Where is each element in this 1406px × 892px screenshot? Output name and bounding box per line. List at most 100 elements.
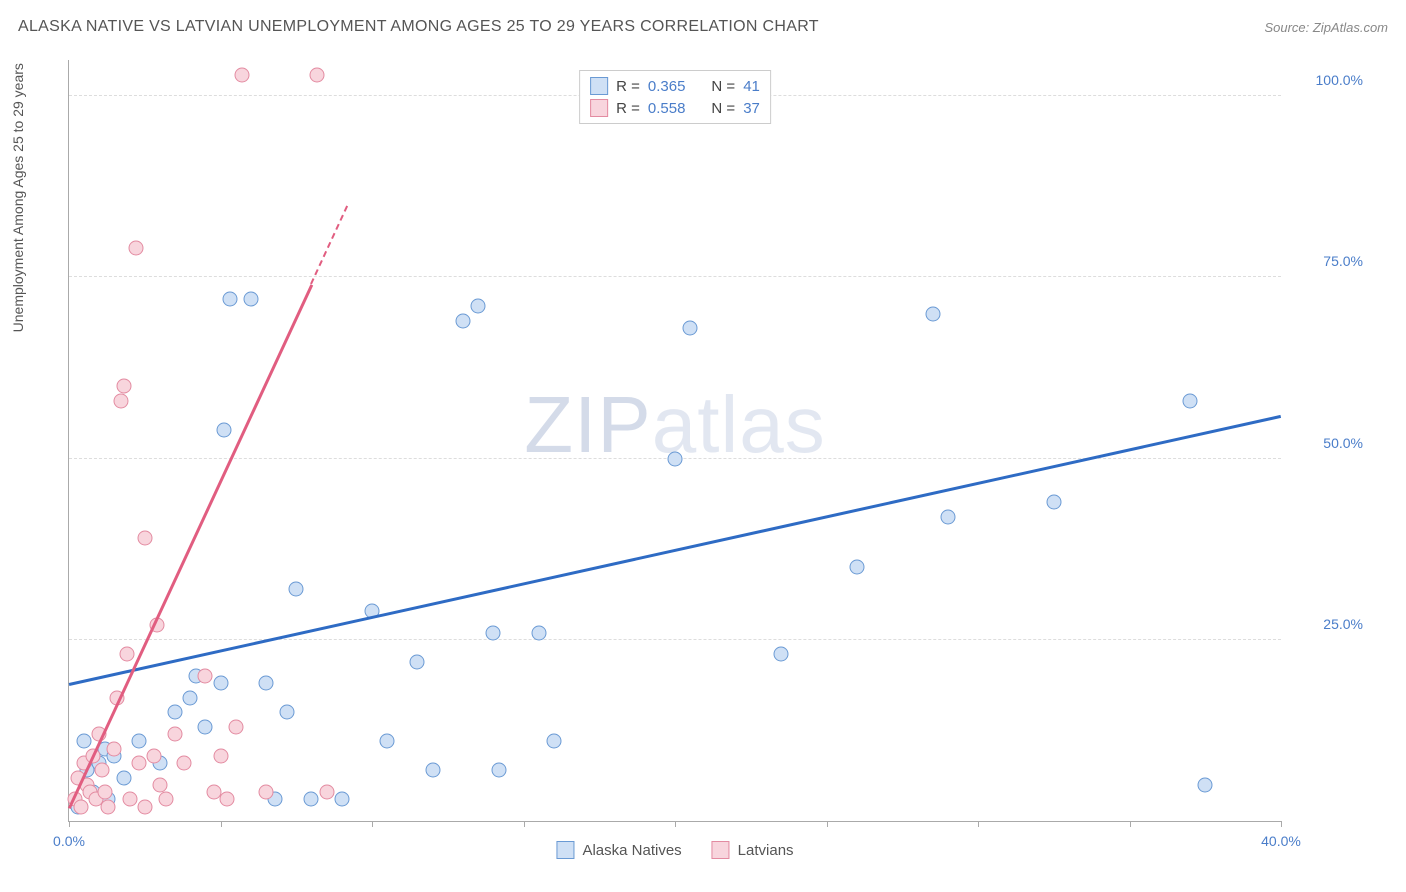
point-latvians [158, 792, 173, 807]
x-tick [372, 821, 373, 827]
point-latvians [168, 727, 183, 742]
point-latvians [219, 792, 234, 807]
point-latvians [234, 67, 249, 82]
point-latvians [119, 647, 134, 662]
point-alaska_natives [1198, 777, 1213, 792]
legend-item-alaska_natives: Alaska Natives [556, 841, 681, 859]
legend-label: Latvians [738, 842, 794, 859]
x-tick [524, 821, 525, 827]
point-latvians [107, 741, 122, 756]
point-latvians [177, 756, 192, 771]
legend-swatch [590, 77, 608, 95]
point-alaska_natives [531, 625, 546, 640]
legend-swatch [556, 841, 574, 859]
x-tick [1130, 821, 1131, 827]
point-latvians [98, 785, 113, 800]
point-alaska_natives [131, 734, 146, 749]
point-alaska_natives [849, 560, 864, 575]
gridline [69, 276, 1281, 277]
legend-stat-row-alaska_natives: R = 0.365 N = 41 [590, 75, 760, 97]
point-alaska_natives [774, 647, 789, 662]
point-latvians [101, 799, 116, 814]
legend-series: Alaska Natives Latvians [556, 841, 793, 859]
point-alaska_natives [168, 705, 183, 720]
point-latvians [95, 763, 110, 778]
point-alaska_natives [216, 422, 231, 437]
chart-container: Unemployment Among Ages 25 to 29 years Z… [50, 50, 1376, 867]
x-tick-label: 0.0% [53, 833, 85, 849]
point-alaska_natives [380, 734, 395, 749]
point-alaska_natives [1046, 495, 1061, 510]
point-alaska_natives [258, 676, 273, 691]
point-alaska_natives [183, 690, 198, 705]
point-latvians [146, 748, 161, 763]
y-tick-label: 100.0% [1293, 72, 1363, 88]
point-latvians [131, 756, 146, 771]
point-alaska_natives [213, 676, 228, 691]
point-alaska_natives [243, 292, 258, 307]
stat-r-label: R = [616, 100, 640, 117]
stat-n-value: 41 [743, 78, 760, 95]
y-axis-label: Unemployment Among Ages 25 to 29 years [10, 63, 26, 332]
x-tick-label: 40.0% [1261, 833, 1301, 849]
stat-r-value: 0.558 [648, 100, 686, 117]
point-latvians [74, 799, 89, 814]
y-tick-label: 50.0% [1293, 435, 1363, 451]
chart-title: ALASKA NATIVE VS LATVIAN UNEMPLOYMENT AM… [18, 18, 819, 36]
point-alaska_natives [1183, 393, 1198, 408]
x-tick [978, 821, 979, 827]
stat-r-label: R = [616, 78, 640, 95]
x-tick [221, 821, 222, 827]
point-latvians [122, 792, 137, 807]
point-latvians [116, 379, 131, 394]
point-alaska_natives [546, 734, 561, 749]
point-latvians [319, 785, 334, 800]
point-alaska_natives [198, 719, 213, 734]
stat-n-value: 37 [743, 100, 760, 117]
trend-line-latvians [68, 284, 313, 808]
point-latvians [228, 719, 243, 734]
source-attribution: Source: ZipAtlas.com [1264, 20, 1388, 35]
x-tick [69, 821, 70, 827]
point-latvians [198, 669, 213, 684]
point-alaska_natives [116, 770, 131, 785]
point-alaska_natives [304, 792, 319, 807]
point-latvians [137, 799, 152, 814]
point-alaska_natives [486, 625, 501, 640]
point-latvians [137, 531, 152, 546]
legend-item-latvians: Latvians [712, 841, 794, 859]
legend-swatch [712, 841, 730, 859]
gridline [69, 639, 1281, 640]
point-alaska_natives [77, 734, 92, 749]
x-tick [827, 821, 828, 827]
point-alaska_natives [925, 306, 940, 321]
point-alaska_natives [410, 654, 425, 669]
stat-n-label: N = [711, 100, 735, 117]
y-tick-label: 75.0% [1293, 253, 1363, 269]
point-latvians [113, 393, 128, 408]
point-alaska_natives [334, 792, 349, 807]
point-alaska_natives [289, 582, 304, 597]
stat-r-value: 0.365 [648, 78, 686, 95]
legend-label: Alaska Natives [582, 842, 681, 859]
point-alaska_natives [280, 705, 295, 720]
stat-n-label: N = [711, 78, 735, 95]
x-tick [675, 821, 676, 827]
plot-area: ZIPatlas R =0.365N =41R =0.558N =37 Alas… [68, 60, 1281, 822]
point-alaska_natives [492, 763, 507, 778]
x-tick [1281, 821, 1282, 827]
trend-line-dashed-latvians [310, 206, 348, 285]
point-alaska_natives [425, 763, 440, 778]
point-alaska_natives [455, 313, 470, 328]
point-alaska_natives [940, 509, 955, 524]
point-alaska_natives [683, 321, 698, 336]
point-alaska_natives [668, 451, 683, 466]
point-latvians [128, 241, 143, 256]
point-alaska_natives [222, 292, 237, 307]
point-latvians [152, 777, 167, 792]
legend-stats: R = 0.365 N = 41 R = 0.558 N = 37 [579, 70, 771, 124]
point-latvians [213, 748, 228, 763]
point-alaska_natives [471, 299, 486, 314]
point-latvians [258, 785, 273, 800]
legend-swatch [590, 99, 608, 117]
